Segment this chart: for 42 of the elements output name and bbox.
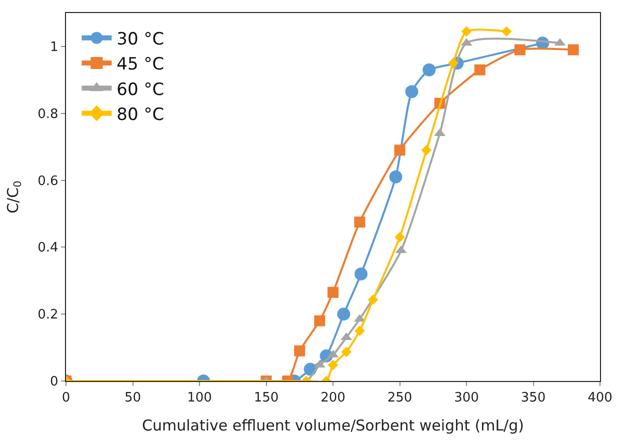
x-tick-label: 300 <box>454 390 479 406</box>
point <box>514 44 526 56</box>
point <box>354 267 368 280</box>
point <box>389 170 402 184</box>
legend-label: 30 °C <box>116 30 164 50</box>
point <box>294 345 306 356</box>
y-tick-label: 0.2 <box>38 308 58 323</box>
point <box>568 44 579 56</box>
point <box>501 26 512 37</box>
point <box>341 346 352 358</box>
point <box>337 308 350 321</box>
x-tick-label: 0 <box>62 390 70 406</box>
legend-label: 80 °C <box>116 104 164 125</box>
point <box>314 315 326 326</box>
point <box>328 286 338 298</box>
y-tick-label: 0 <box>50 374 58 390</box>
x-tick-label: 400 <box>588 390 612 406</box>
y-tick-label: 0.8 <box>38 106 58 122</box>
point <box>328 360 338 370</box>
x-tick-label: 150 <box>254 390 279 406</box>
x-tick-label: 350 <box>520 390 546 406</box>
point <box>354 326 365 336</box>
point <box>448 58 458 68</box>
x-axis-title: Cumulative effluent volume/Sorbent weight (mL/g) <box>142 416 524 435</box>
x-tick-label: 250 <box>387 390 412 406</box>
legend-label: 60 °C <box>116 80 164 100</box>
point <box>354 216 366 228</box>
legend-label: 45 °C <box>116 54 164 75</box>
x-tick-label: 50 <box>124 390 142 406</box>
point <box>422 63 436 76</box>
point <box>405 85 418 98</box>
y-tick-label: 1 <box>50 40 58 55</box>
point <box>394 232 405 242</box>
point <box>421 144 432 156</box>
x-tick-label: 200 <box>320 390 346 406</box>
y-tick-label: 0.6 <box>38 174 58 189</box>
y-tick-label: 0.4 <box>38 240 58 256</box>
point <box>394 144 406 156</box>
point <box>461 26 472 37</box>
point <box>474 64 486 76</box>
point <box>368 294 378 305</box>
x-tick-label: 100 <box>187 390 212 406</box>
